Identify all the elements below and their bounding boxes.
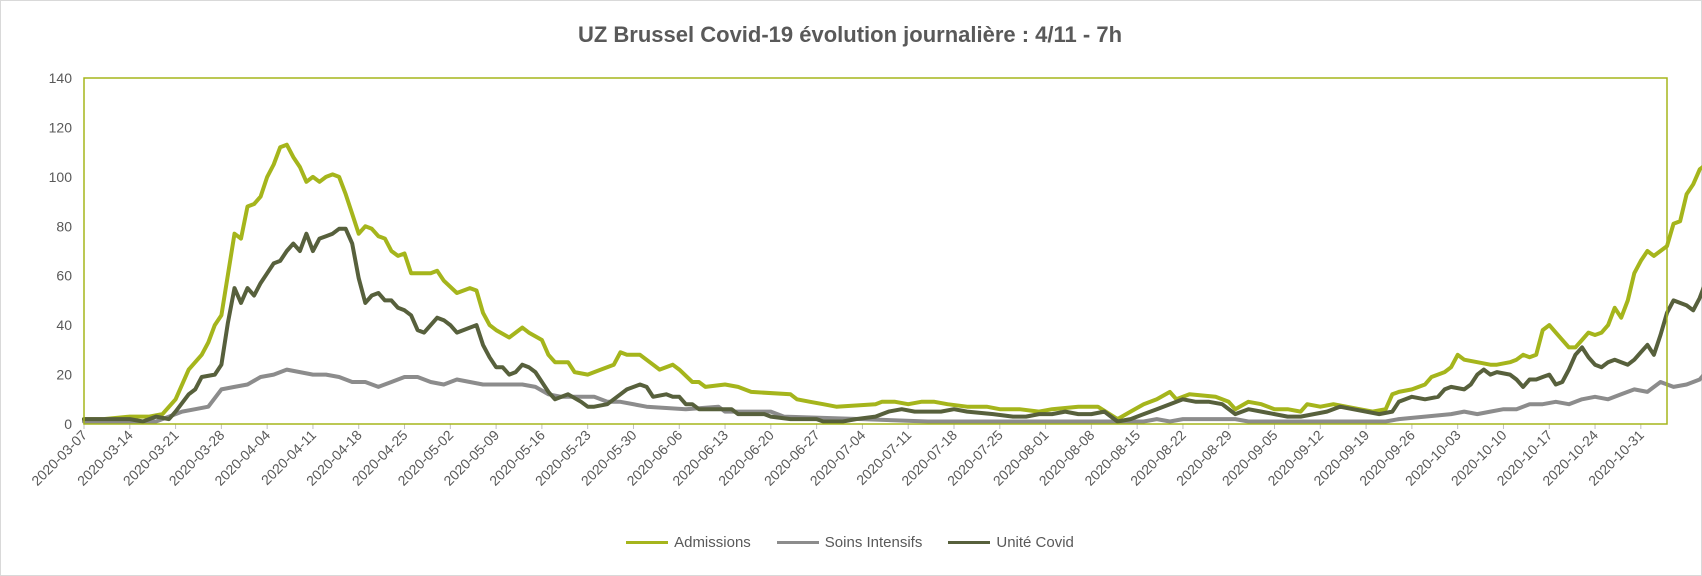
legend-label: Unité Covid [996, 534, 1074, 551]
legend-swatch [948, 541, 991, 544]
x-axis: 2020-03-072020-03-142020-03-212020-03-28… [28, 423, 1667, 489]
y-tick-label: 140 [49, 70, 73, 86]
legend-swatch [626, 541, 669, 544]
y-tick-label: 80 [56, 218, 72, 234]
y-tick-label: 120 [49, 119, 73, 135]
y-tick-label: 20 [56, 367, 72, 383]
legend-label: Soins Intensifs [824, 534, 923, 551]
series-line-unit-covid [82, 226, 1702, 424]
series-line-admissions [82, 142, 1702, 422]
legend-item: Unité Covid [948, 534, 1074, 551]
y-tick-label: 0 [64, 416, 72, 432]
y-tick-label: 40 [56, 317, 72, 333]
y-tick-label: 60 [56, 268, 72, 284]
series-lines [82, 142, 1702, 424]
y-tick-label: 100 [49, 169, 73, 185]
chart-title: UZ Brussel Covid-19 évolution journalièr… [577, 22, 1123, 47]
y-axis: 0 20 40 60 80 100 120 140 [49, 70, 73, 432]
legend-item: Admissions [626, 534, 751, 551]
legend: Admissions Soins Intensifs Unité Covid [0, 534, 1700, 551]
series-line-soins-intensifs [82, 367, 1702, 424]
legend-swatch [776, 541, 819, 544]
legend-label: Admissions [674, 534, 751, 551]
legend-item: Soins Intensifs [776, 534, 923, 551]
plot-area-border [83, 77, 1668, 425]
